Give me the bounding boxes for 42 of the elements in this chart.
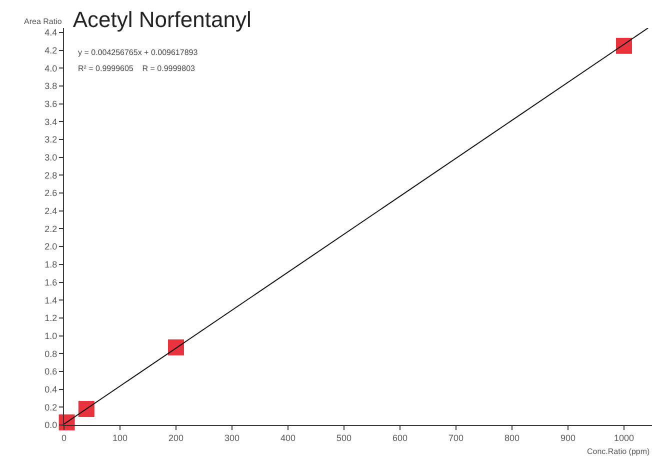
y-tick-label: 4.0: [44, 63, 58, 74]
y-tick-label: 4.2: [44, 45, 58, 56]
annotation: R² = 0.9999605 R = 0.9999803: [78, 64, 196, 73]
y-tick-label: 1.0: [44, 330, 58, 341]
y-tick-label: 3.4: [44, 116, 58, 127]
y-tick-label: 0.4: [44, 384, 58, 394]
x-axis-title: Conc.Ratio (ppm): [587, 447, 650, 456]
y-tick-label: 1.8: [44, 260, 58, 270]
point: [616, 38, 632, 54]
y-tick-label: 3.8: [44, 81, 58, 92]
x-tick-label: 200: [168, 432, 184, 443]
y-tick-label: 3.2: [44, 134, 58, 145]
annotation: y = 0.004256765x + 0.009617893: [78, 48, 198, 57]
point: [78, 400, 94, 417]
y-tick-label: 1.6: [44, 277, 58, 288]
y-tick-label: 2.6: [44, 188, 58, 198]
x-tick-label: 100: [112, 432, 128, 443]
y-tick-label: 0.0: [44, 420, 58, 430]
y-tick-label: 2.4: [44, 206, 58, 216]
y-tick-label: 2.8: [44, 170, 58, 180]
x-tick-label: 500: [336, 432, 352, 443]
x-tick-label: 1000: [614, 432, 634, 443]
point: [168, 339, 184, 356]
y-tick-label: 0.2: [44, 402, 58, 412]
y-tick-label: 0.8: [44, 348, 58, 359]
x-tick-label: 600: [392, 432, 408, 443]
chart-title: Acetyl Norfentanyl: [72, 6, 252, 32]
y-tick-label: 3.6: [44, 98, 58, 109]
y-axis-title: Area Ratio: [24, 17, 62, 26]
y-tick-label: 3.0: [44, 152, 58, 163]
y-tick-label: 2.2: [44, 224, 58, 234]
y-tick-label: 1.4: [44, 295, 58, 306]
y-tick-label: 0.6: [44, 366, 58, 377]
x-tick-label: 800: [504, 432, 520, 443]
y-tick-label: 2.0: [44, 242, 58, 252]
y-tick-label: 1.2: [44, 313, 58, 324]
y-tick-label: 4.4: [44, 28, 58, 38]
x-tick-label: 400: [280, 432, 296, 443]
x-tick-label: 300: [224, 432, 240, 443]
x-tick-label: 700: [448, 432, 464, 443]
x-tick-label: 900: [560, 432, 576, 443]
x-tick-label: 0: [61, 432, 67, 443]
